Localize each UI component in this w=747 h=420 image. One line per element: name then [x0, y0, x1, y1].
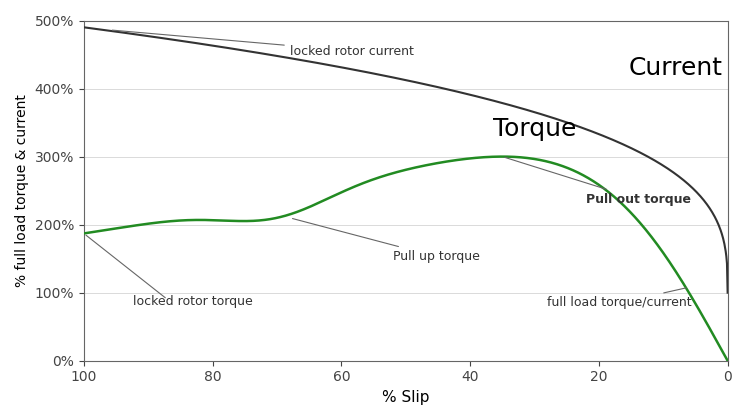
- Text: locked rotor torque: locked rotor torque: [134, 295, 253, 308]
- Text: Current: Current: [629, 56, 723, 80]
- Text: full load torque/current: full load torque/current: [548, 288, 692, 309]
- Text: locked rotor current: locked rotor current: [112, 30, 414, 58]
- Y-axis label: % full load torque & current: % full load torque & current: [15, 94, 29, 287]
- Text: Pull up torque: Pull up torque: [293, 218, 480, 263]
- X-axis label: % Slip: % Slip: [382, 390, 430, 405]
- Text: Torque: Torque: [493, 117, 576, 142]
- Text: Pull out torque: Pull out torque: [505, 158, 691, 206]
